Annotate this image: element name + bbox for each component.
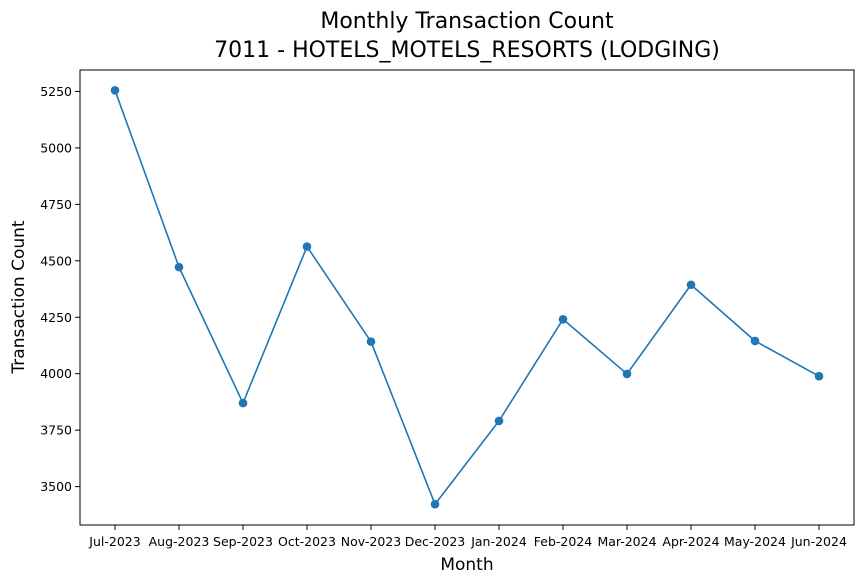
x-tick-label: Aug-2023 xyxy=(149,534,210,549)
x-tick-label: Dec-2023 xyxy=(405,534,466,549)
chart-title: Monthly Transaction Count xyxy=(320,9,614,34)
y-tick-label: 3750 xyxy=(40,423,72,438)
y-axis: 3500 3750 4000 4250 4500 4750 5000 5250 xyxy=(40,84,80,494)
x-tick-label: Nov-2023 xyxy=(341,534,401,549)
data-point xyxy=(366,337,376,346)
chart-subtitle: 7011 - HOTELS_MOTELS_RESORTS (LODGING) xyxy=(214,38,720,63)
y-tick-label: 4250 xyxy=(40,310,72,325)
x-tick-label: Jul-2023 xyxy=(88,534,140,549)
x-tick-label: Feb-2024 xyxy=(534,534,593,549)
data-point xyxy=(110,86,120,95)
x-tick-label: Jan-2024 xyxy=(470,534,527,549)
y-tick-label: 4000 xyxy=(40,366,72,381)
x-axis: Jul-2023 Aug-2023 Sep-2023 Oct-2023 Nov-2023… xyxy=(88,525,847,549)
y-tick-label: 3500 xyxy=(40,479,72,494)
plot-area xyxy=(79,69,855,526)
data-point xyxy=(750,336,760,346)
data-point xyxy=(814,371,824,381)
series-layer xyxy=(110,86,824,509)
x-tick-label: Mar-2024 xyxy=(597,534,656,549)
data-point xyxy=(686,280,696,290)
y-tick-label: 4750 xyxy=(40,197,72,212)
y-tick-label: 5000 xyxy=(40,140,72,155)
x-tick-label: Sep-2023 xyxy=(213,534,273,549)
data-point xyxy=(430,499,440,509)
data-point xyxy=(558,314,568,324)
y-tick-label: 4500 xyxy=(40,253,72,268)
x-tick-label: May-2024 xyxy=(724,534,786,549)
data-point xyxy=(238,398,248,408)
series-line xyxy=(114,90,820,506)
y-axis-label: Transaction Count xyxy=(9,220,29,374)
data-point xyxy=(174,262,184,272)
data-point xyxy=(494,416,504,426)
x-tick-label: Apr-2024 xyxy=(662,534,719,549)
x-tick-label: Oct-2023 xyxy=(278,534,336,549)
y-tick-label: 5250 xyxy=(40,84,72,99)
data-point xyxy=(622,369,632,379)
x-tick-label: Jun-2024 xyxy=(790,534,847,549)
x-axis-label: Month xyxy=(440,555,493,575)
data-point xyxy=(302,242,312,251)
